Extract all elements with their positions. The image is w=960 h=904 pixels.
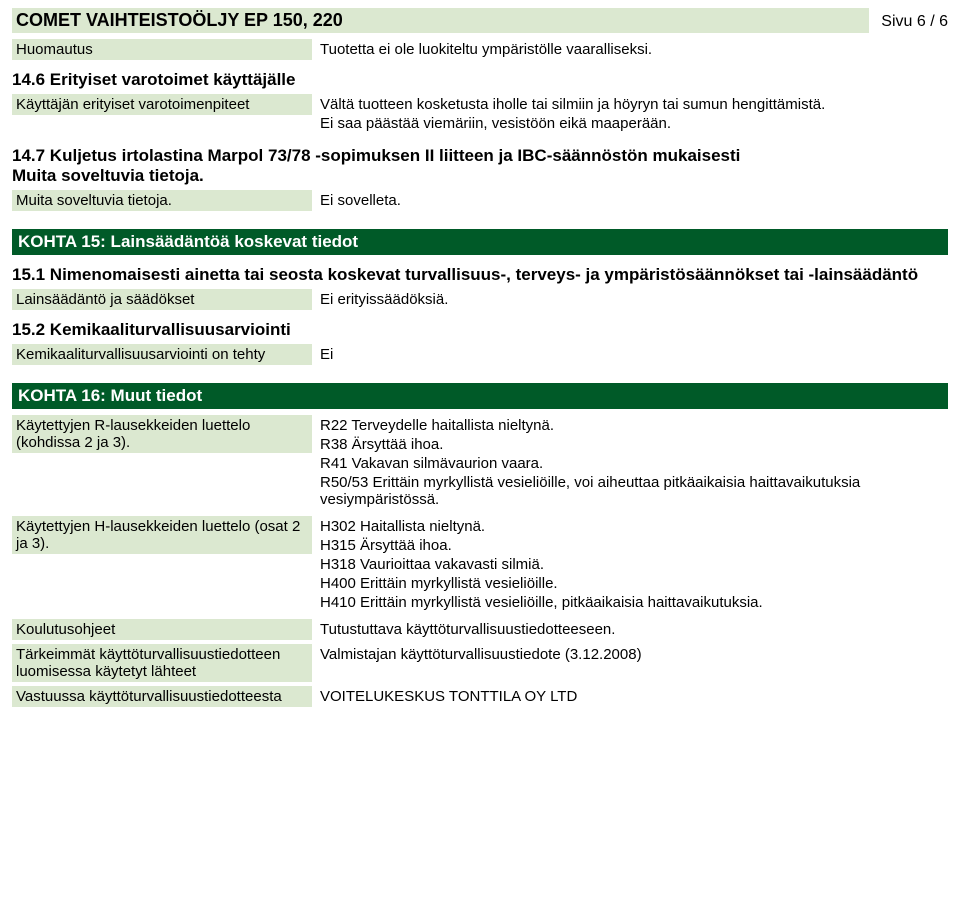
- value-kta: Ei: [312, 344, 948, 365]
- document-title: COMET VAIHTEISTOÖLJY EP 150, 220: [12, 8, 869, 33]
- row-huomautus: Huomautus Tuotetta ei ole luokiteltu ymp…: [12, 39, 948, 60]
- heading-14-6: 14.6 Erityiset varotoimet käyttäjälle: [12, 70, 948, 90]
- heading-15-2: 15.2 Kemikaaliturvallisuusarviointi: [12, 320, 948, 340]
- h-phrase-1: H302 Haitallista nieltynä.: [320, 518, 944, 535]
- label-tarkeimmat: Tärkeimmät käyttöturvallisuustiedotteen …: [12, 644, 312, 682]
- heading-14-7-a: 14.7 Kuljetus irtolastina Marpol 73/78 -…: [12, 146, 740, 165]
- heading-14-7: 14.7 Kuljetus irtolastina Marpol 73/78 -…: [12, 146, 948, 186]
- row-vastuussa: Vastuussa käyttöturvallisuustiedotteesta…: [12, 686, 948, 707]
- row-koulutusohjeet: Koulutusohjeet Tutustuttava käyttöturval…: [12, 619, 948, 640]
- kev-line-1: Vältä tuotteen kosketusta iholle tai sil…: [320, 96, 944, 113]
- value-h-phrases: H302 Haitallista nieltynä. H315 Ärsyttää…: [312, 516, 948, 615]
- value-huomautus: Tuotetta ei ole luokiteltu ympäristölle …: [312, 39, 948, 60]
- value-kev: Vältä tuotteen kosketusta iholle tai sil…: [312, 94, 948, 136]
- h-phrase-4: H400 Erittäin myrkyllistä vesieliöille.: [320, 575, 944, 592]
- row-tarkeimmat: Tärkeimmät käyttöturvallisuustiedotteen …: [12, 644, 948, 682]
- label-h-phrases: Käytettyjen H-lausekkeiden luettelo (osa…: [12, 516, 312, 554]
- section-16-title: KOHTA 16: Muut tiedot: [12, 383, 948, 409]
- label-koulutusohjeet: Koulutusohjeet: [12, 619, 312, 640]
- row-kta: Kemikaaliturvallisuusarviointi on tehty …: [12, 344, 948, 365]
- row-kev: Käyttäjän erityiset varotoimenpiteet Väl…: [12, 94, 948, 136]
- page-number: Sivu 6 / 6: [881, 13, 948, 31]
- h-phrase-3: H318 Vaurioittaa vakavasti silmiä.: [320, 556, 944, 573]
- label-ls: Lainsäädäntö ja säädökset: [12, 289, 312, 310]
- label-kev: Käyttäjän erityiset varotoimenpiteet: [12, 94, 312, 115]
- row-h-phrases: Käytettyjen H-lausekkeiden luettelo (osa…: [12, 516, 948, 615]
- heading-14-7-b: Muita soveltuvia tietoja.: [12, 166, 204, 185]
- header-row: COMET VAIHTEISTOÖLJY EP 150, 220 Sivu 6 …: [12, 8, 948, 33]
- value-ls: Ei erityissäädöksiä.: [312, 289, 948, 310]
- label-mst: Muita soveltuvia tietoja.: [12, 190, 312, 211]
- section-15-title: KOHTA 15: Lainsäädäntöä koskevat tiedot: [12, 229, 948, 255]
- r-phrase-3: R41 Vakavan silmävaurion vaara.: [320, 455, 944, 472]
- row-r-phrases: Käytettyjen R-lausekkeiden luettelo (koh…: [12, 415, 948, 512]
- h-phrase-5: H410 Erittäin myrkyllistä vesieliöille, …: [320, 594, 944, 611]
- row-mst: Muita soveltuvia tietoja. Ei sovelleta.: [12, 190, 948, 211]
- label-r-phrases: Käytettyjen R-lausekkeiden luettelo (koh…: [12, 415, 312, 453]
- kev-line-2: Ei saa päästää viemäriin, vesistöön eikä…: [320, 115, 944, 132]
- heading-15-1: 15.1 Nimenomaisesti ainetta tai seosta k…: [12, 265, 948, 285]
- value-vastuussa: VOITELUKESKUS TONTTILA OY LTD: [312, 686, 948, 707]
- r-phrase-4: R50/53 Erittäin myrkyllistä vesieliöille…: [320, 474, 944, 508]
- value-tarkeimmat: Valmistajan käyttöturvallisuustiedote (3…: [312, 644, 948, 665]
- r-phrase-2: R38 Ärsyttää ihoa.: [320, 436, 944, 453]
- value-koulutusohjeet: Tutustuttava käyttöturvallisuustiedottee…: [312, 619, 948, 640]
- row-ls: Lainsäädäntö ja säädökset Ei erityissääd…: [12, 289, 948, 310]
- label-huomautus: Huomautus: [12, 39, 312, 60]
- h-phrase-2: H315 Ärsyttää ihoa.: [320, 537, 944, 554]
- value-mst: Ei sovelleta.: [312, 190, 948, 211]
- label-kta: Kemikaaliturvallisuusarviointi on tehty: [12, 344, 312, 365]
- r-phrase-1: R22 Terveydelle haitallista nieltynä.: [320, 417, 944, 434]
- label-vastuussa: Vastuussa käyttöturvallisuustiedotteesta: [12, 686, 312, 707]
- value-r-phrases: R22 Terveydelle haitallista nieltynä. R3…: [312, 415, 948, 512]
